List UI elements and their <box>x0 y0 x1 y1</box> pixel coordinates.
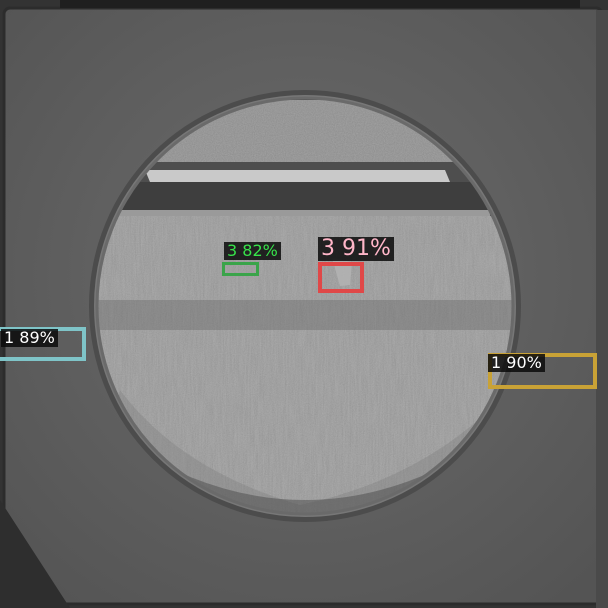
detection-label-red: 3 91% <box>318 237 394 261</box>
detection-box-red <box>318 262 364 293</box>
detection-label-green: 3 82% <box>224 242 281 260</box>
detection-box-green <box>222 262 259 276</box>
detection-label-yellow: 1 90% <box>488 354 545 372</box>
detection-label-cyan: 1 89% <box>1 329 58 347</box>
